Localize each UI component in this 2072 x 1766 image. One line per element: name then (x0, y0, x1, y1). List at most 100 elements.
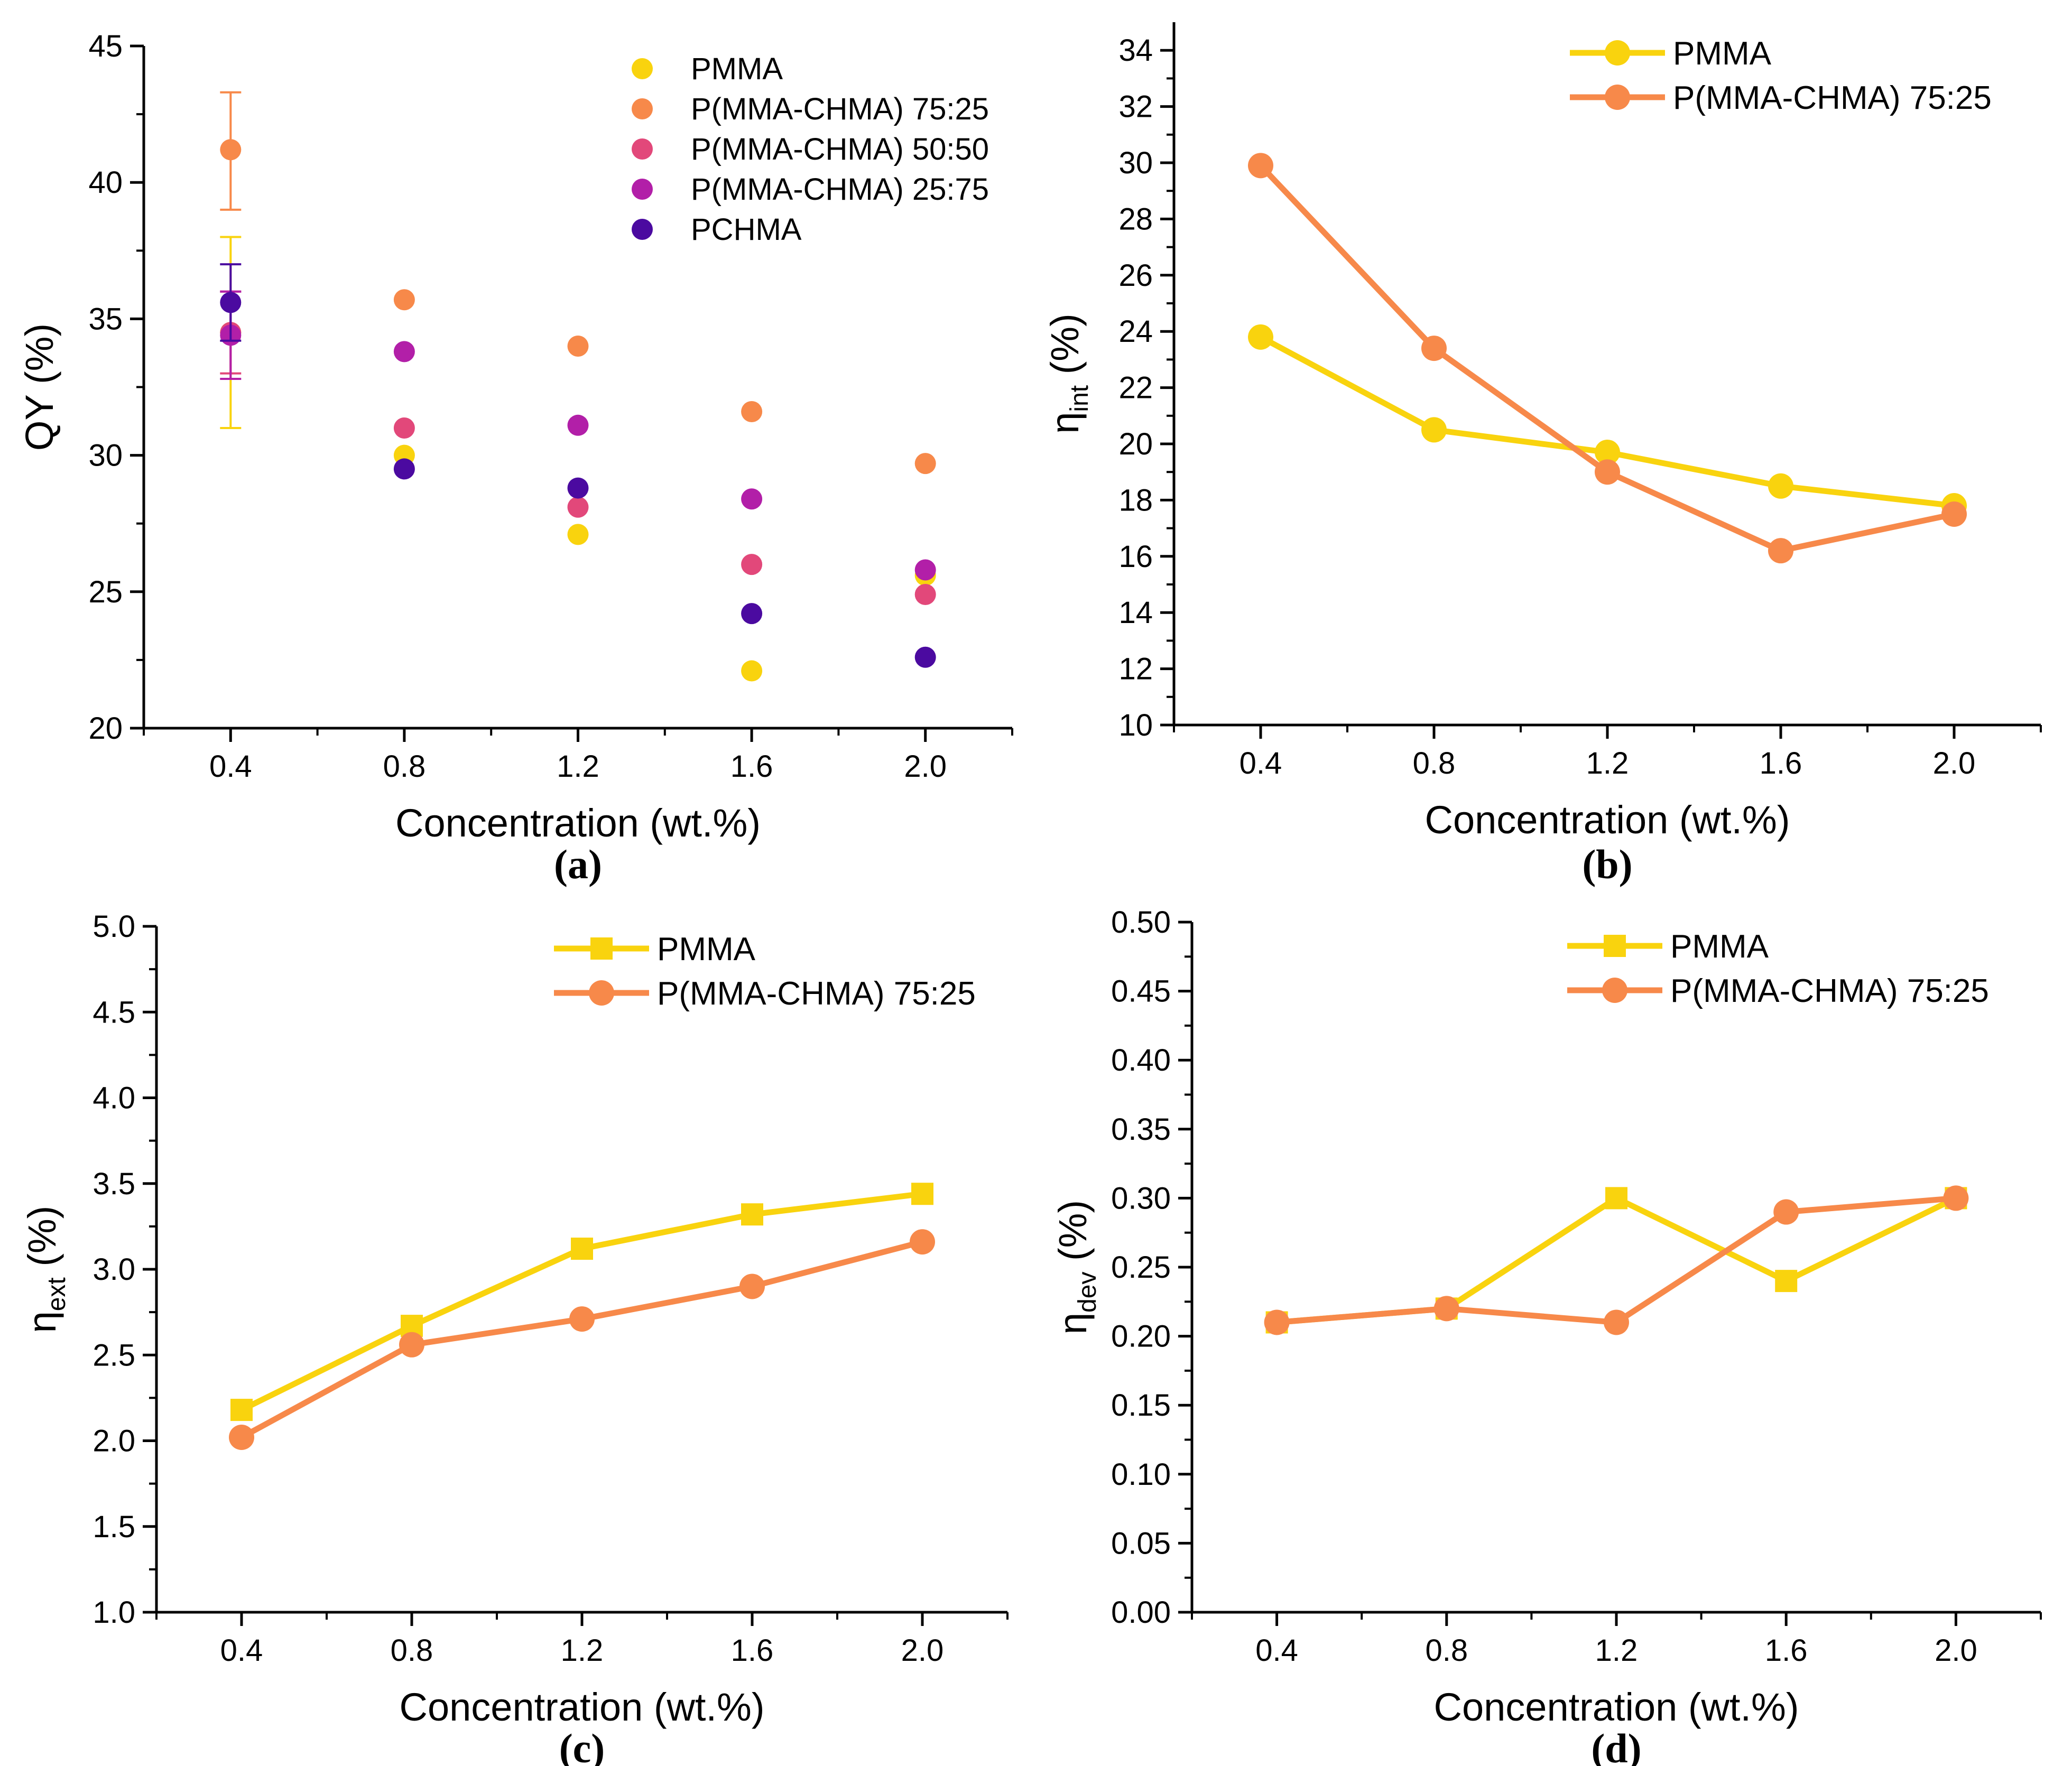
y-tick-label: 26 (1118, 258, 1153, 293)
x-tick-label: 1.2 (1595, 1633, 1638, 1668)
legend: PMMA P(MMA-CHMA) 75:25 (554, 931, 976, 1012)
legend: PMMA P(MMA-CHMA) 75:25 P(MMA-CHMA) 50:50 P(… (632, 52, 989, 247)
legend-label: P(MMA-CHMA) 75:25 (657, 975, 976, 1012)
data-point (1604, 1309, 1629, 1335)
data-point (1595, 459, 1620, 485)
y-axis-title: ηdev (%) (1051, 1200, 1102, 1334)
data-point (229, 1425, 254, 1451)
y-tick-label: 0.10 (1111, 1457, 1171, 1492)
data-point (393, 458, 415, 480)
panel-label: (b) (1582, 841, 1632, 887)
y-axis-title-subscript: int (1066, 385, 1094, 412)
legend-label: PMMA (657, 931, 756, 968)
legend-label: P(MMA-CHMA) 25:75 (691, 172, 989, 207)
data-point (567, 414, 589, 436)
legend-label: P(MMA-CHMA) 50:50 (691, 132, 989, 166)
y-tick-label: 5.0 (92, 909, 135, 944)
legend-label: P(MMA-CHMA) 75:25 (691, 92, 989, 126)
y-axis-title: ηext (%) (20, 1206, 71, 1333)
legend-label: P(MMA-CHMA) 75:25 (1670, 973, 1989, 1009)
series-line (1276, 1195, 1957, 1325)
chart-panel-b: 10 12 14 16 18 20 22 24 26 28 30 32 34 0.4 0.8 1.2 1.6 2.… (1043, 22, 2042, 887)
y-tick-label: 0.30 (1111, 1181, 1171, 1215)
y-tick-label: 32 (1118, 90, 1153, 124)
series-4 (220, 263, 936, 668)
series-line (240, 1239, 923, 1440)
y-tick-label: 1.5 (92, 1510, 135, 1544)
x-tick-label: 1.2 (557, 749, 599, 784)
legend-marker (589, 980, 614, 1006)
data-point (220, 292, 242, 313)
series-line (240, 1191, 923, 1413)
data-point (1941, 501, 1967, 527)
data-point (399, 1332, 424, 1358)
legend-marker (1604, 935, 1626, 957)
series-0 (1248, 324, 1967, 519)
x-tick-label: 0.8 (391, 1633, 433, 1668)
data-point (1433, 1296, 1459, 1322)
y-tick-label: 3.0 (92, 1252, 135, 1287)
series-3 (220, 290, 936, 581)
y-tick-label: 1.0 (92, 1595, 135, 1630)
series-1 (229, 1229, 935, 1451)
y-axis-title-subscript: ext (43, 1277, 71, 1311)
legend-label: PCHMA (691, 212, 802, 247)
x-tick-label: 1.6 (1760, 746, 1802, 780)
legend-marker (632, 179, 653, 200)
legend-marker (632, 219, 653, 240)
y-tick-label: 28 (1118, 202, 1153, 236)
panel-label: (a) (554, 841, 602, 887)
data-point (741, 401, 763, 422)
y-axis-title: QY (%) (17, 323, 61, 451)
data-point (1768, 538, 1793, 564)
chart-panel-c: 1.0 1.5 2.0 2.5 3.0 3.5 4.0 4.5 5.0 0.4 0.8 1.2 1.6 2… (20, 909, 1009, 1766)
x-axis-title: Concentration (wt.%) (395, 801, 761, 845)
y-tick-label: 2.5 (92, 1338, 135, 1372)
data-point (741, 488, 763, 510)
chart-panel-d: 0.00 0.05 0.10 0.15 0.20 0.25 0.30 0.35 0.40 0.45… (1051, 905, 2042, 1766)
y-tick-label: 34 (1118, 33, 1153, 68)
x-tick-label: 0.4 (220, 1633, 263, 1668)
y-axis-title-unit: (%) (1051, 1200, 1095, 1272)
x-tick-label: 2.0 (904, 749, 947, 784)
y-tick-label: 4.5 (92, 995, 135, 1029)
data-point (230, 1399, 253, 1421)
data-point (393, 289, 415, 311)
series-1 (1248, 153, 1967, 564)
y-axis-title: ηint (%) (1043, 313, 1094, 434)
y-tick-label: 35 (88, 302, 123, 336)
data-point (571, 1238, 593, 1260)
y-tick-label: 0.45 (1111, 974, 1171, 1009)
x-tick-label: 0.4 (209, 749, 252, 784)
data-point (914, 646, 936, 668)
data-point (1595, 439, 1620, 465)
legend: PMMA P(MMA-CHMA) 75:25 (1567, 928, 1989, 1009)
y-tick-label: 20 (1118, 427, 1153, 461)
x-tick-label: 2.0 (1933, 746, 1976, 780)
y-tick-label: 3.5 (92, 1167, 135, 1201)
y-tick-label: 0.50 (1111, 905, 1171, 940)
y-tick-label: 30 (88, 439, 123, 473)
legend-marker (1602, 978, 1627, 1003)
x-tick-label: 2.0 (1935, 1633, 1977, 1668)
data-point (567, 524, 589, 545)
series-0 (230, 1183, 933, 1421)
x-axis-title: Concentration (wt.%) (400, 1685, 765, 1729)
data-point (1264, 1309, 1290, 1335)
y-tick-label: 0.35 (1111, 1112, 1171, 1147)
data-point (220, 139, 242, 161)
data-point (914, 453, 936, 475)
data-point (393, 341, 415, 363)
data-point (1421, 336, 1447, 361)
y-tick-label: 0.20 (1111, 1319, 1171, 1354)
y-tick-label: 0.25 (1111, 1250, 1171, 1285)
chart-panel-a: 20 25 30 35 40 45 0.4 0.8 1.2 1.6 2.0 Concentration… (17, 29, 1013, 887)
legend: PMMA P(MMA-CHMA) 75:25 (1570, 35, 1992, 116)
legend-marker (1605, 40, 1630, 66)
x-axis-title: Concentration (wt.%) (1434, 1685, 1799, 1729)
data-point (567, 477, 589, 499)
y-tick-label: 12 (1118, 652, 1153, 686)
data-point (910, 1229, 935, 1255)
legend-label: PMMA (1670, 928, 1769, 965)
x-tick-label: 1.6 (1765, 1633, 1808, 1668)
